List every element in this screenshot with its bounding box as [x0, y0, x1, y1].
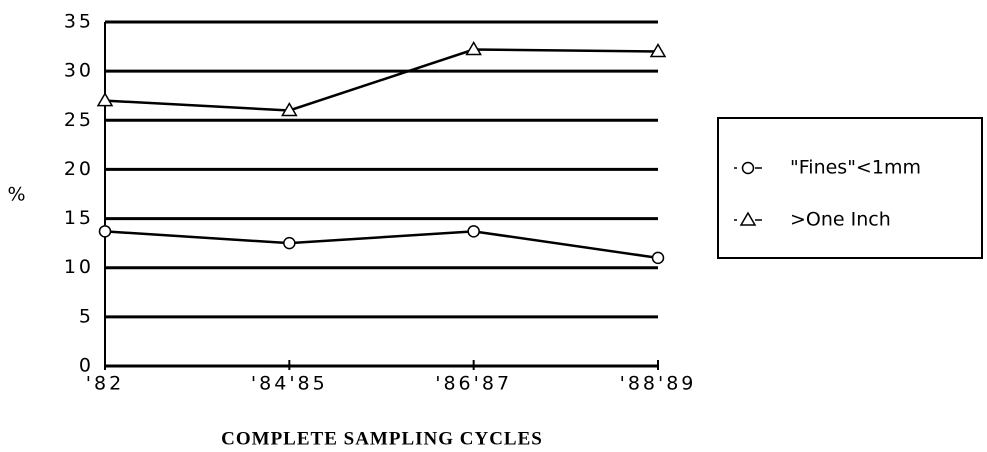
point: [96, 92, 114, 107]
y-tick-label: 20: [64, 158, 94, 180]
point: [283, 236, 296, 250]
y-tick-label: 25: [64, 109, 94, 131]
y-tick-label: 35: [64, 11, 94, 33]
series-line: [104, 230, 659, 260]
x-tick-label: '84'85: [251, 373, 328, 395]
legend-marker: [739, 211, 757, 226]
y-axis-label: %: [7, 184, 28, 206]
x-tick-label: '82: [86, 373, 124, 395]
point: [649, 42, 667, 58]
legend-label: >One Inch: [790, 209, 891, 231]
x-tick-label: '86'87: [435, 373, 512, 395]
x-axis-label: COMPLETE SAMPLING CYCLES: [221, 428, 543, 449]
point: [467, 225, 480, 238]
point: [651, 251, 665, 265]
y-tick-label: 15: [64, 207, 94, 229]
point: [281, 101, 298, 117]
point: [98, 225, 112, 238]
legend-box: [717, 117, 983, 259]
legend-label: "Fines"<1mm: [790, 157, 921, 179]
y-tick-label: 30: [64, 60, 94, 82]
legend-marker: [741, 161, 755, 175]
x-tick-label: '88'89: [620, 373, 697, 395]
y-tick-label: 10: [64, 256, 94, 278]
series-line: [104, 48, 659, 112]
point: [465, 41, 482, 56]
y-tick-label: 5: [79, 305, 94, 327]
y-tick-label: 0: [79, 355, 94, 377]
